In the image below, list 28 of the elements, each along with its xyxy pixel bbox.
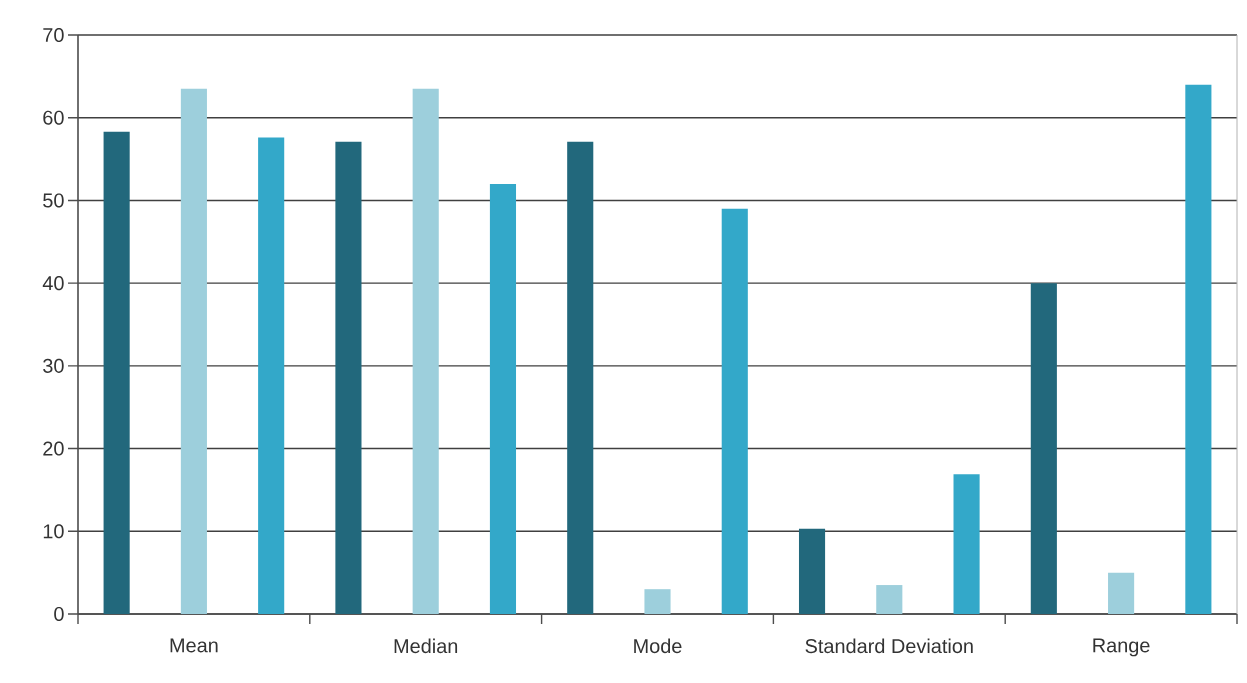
- y-tick-label: 10: [43, 524, 64, 539]
- y-tick-label: 40: [42, 276, 64, 291]
- y-tick-label: 0: [54, 606, 64, 622]
- x-tick-label: Mean: [170, 638, 218, 653]
- bar: [644, 589, 671, 614]
- bar: [567, 141, 594, 614]
- bar: [1108, 572, 1135, 614]
- bar: [1030, 283, 1057, 614]
- bar: [489, 183, 517, 614]
- bar: [412, 88, 439, 614]
- x-tick-label: Range: [1093, 638, 1150, 657]
- bar: [953, 474, 980, 614]
- y-tick-label: 60: [43, 110, 64, 125]
- y-tick-label: 50: [43, 193, 64, 208]
- bar: [180, 88, 207, 614]
- bar: [103, 131, 130, 614]
- y-tick-label: 70: [43, 27, 64, 43]
- bar: [335, 141, 362, 614]
- y-tick-label: 20: [43, 441, 64, 456]
- bar: [798, 528, 826, 614]
- bar: [876, 585, 903, 614]
- bar: [721, 208, 748, 614]
- bar: [258, 137, 285, 614]
- x-tick-label: Mode: [634, 638, 682, 654]
- bar: [1185, 84, 1212, 614]
- y-tick-label: 30: [43, 358, 64, 373]
- x-tick-label: Median: [394, 638, 458, 654]
- x-tick-label: Standard Deviation: [805, 638, 973, 654]
